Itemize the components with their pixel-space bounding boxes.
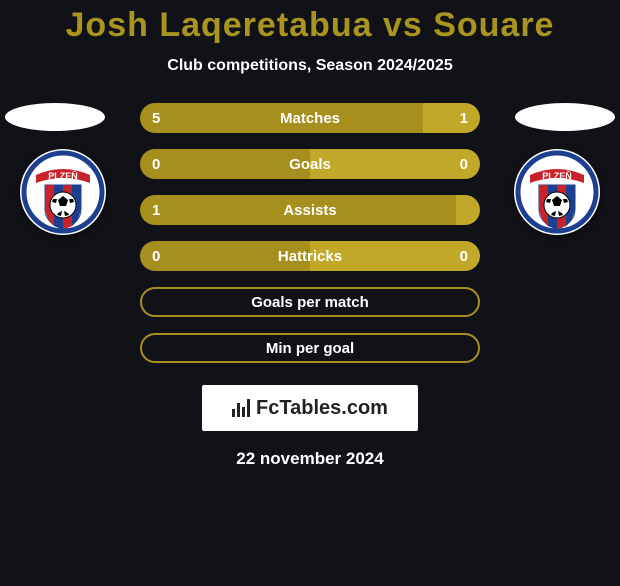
left-club-badge: PLZEŇ xyxy=(20,149,106,235)
stat-empty-row: Goals per match xyxy=(140,287,480,317)
right-club-badge: PLZEŇ xyxy=(514,149,600,235)
stat-left-value: 5 xyxy=(140,103,423,133)
stat-right-value: 1 xyxy=(423,103,480,133)
right-player-column: PLZEŇ xyxy=(480,103,600,235)
fctables-logo-text: FcTables.com xyxy=(256,397,388,420)
stat-left-value: 0 xyxy=(140,241,310,271)
stat-left-value: 1 xyxy=(140,195,456,225)
svg-text:PLZEŇ: PLZEŇ xyxy=(48,170,78,181)
left-ellipse xyxy=(5,103,105,131)
stat-row: 51Matches xyxy=(140,103,480,133)
bar-chart-icon xyxy=(232,399,250,417)
plzen-badge-icon: PLZEŇ xyxy=(514,149,600,235)
stat-row: 00Goals xyxy=(140,149,480,179)
stat-right-value: 0 xyxy=(310,149,480,179)
stat-right-value: 0 xyxy=(310,241,480,271)
stats-bars: 51Matches 00Goals 1Assists 00Hattricks Goals… xyxy=(140,103,480,363)
subtitle: Club competitions, Season 2024/2025 xyxy=(0,57,620,75)
stat-row: 00Hattricks xyxy=(140,241,480,271)
plzen-badge-icon: PLZEŇ xyxy=(20,149,106,235)
left-player-column: PLZEŇ xyxy=(20,103,140,235)
comparison-panel: PLZEŇ 51Matches 00Goals 1Assists 00Hattrick… xyxy=(0,103,620,363)
stat-empty-row: Min per goal xyxy=(140,333,480,363)
stat-right-value xyxy=(456,195,480,225)
right-ellipse xyxy=(515,103,615,131)
page-title: Josh Laqeretabua vs Souare xyxy=(0,6,620,45)
stat-row: 1Assists xyxy=(140,195,480,225)
date-label: 22 november 2024 xyxy=(0,449,620,469)
svg-text:PLZEŇ: PLZEŇ xyxy=(542,170,572,181)
fctables-logo: FcTables.com xyxy=(202,385,418,431)
stat-left-value: 0 xyxy=(140,149,310,179)
